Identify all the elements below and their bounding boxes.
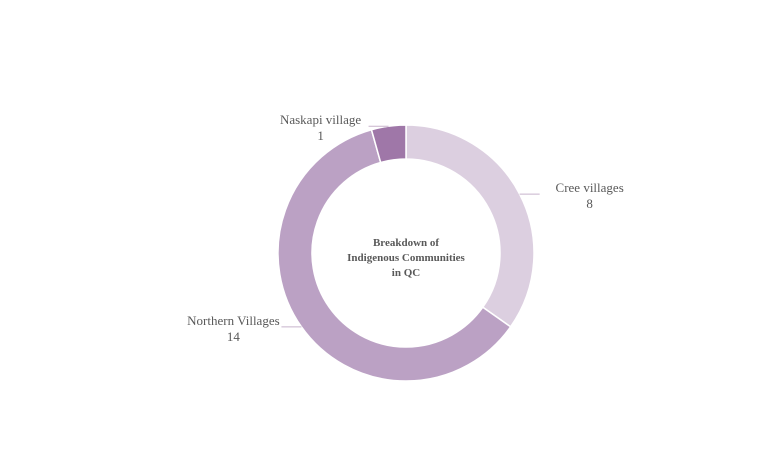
- slice-value-northern-villages: 14: [227, 329, 241, 344]
- slice-cree-villages: [405, 124, 535, 328]
- slice-naskapi-village: [370, 124, 407, 164]
- center-title-line-2: Indigenous Communities: [347, 252, 465, 264]
- slices-group: [277, 124, 535, 382]
- slice-label-naskapi-village: Naskapi village: [280, 112, 361, 127]
- center-title-line-3: in QC: [392, 267, 420, 279]
- slice-label-cree-villages: Cree villages: [556, 180, 624, 195]
- slice-value-naskapi-village: 1: [317, 128, 324, 143]
- slice-northern-villages: [277, 128, 512, 382]
- center-title-line-1: Breakdown of: [373, 237, 439, 249]
- slice-value-cree-villages: 8: [586, 196, 593, 211]
- slice-label-northern-villages: Northern Villages: [187, 313, 280, 328]
